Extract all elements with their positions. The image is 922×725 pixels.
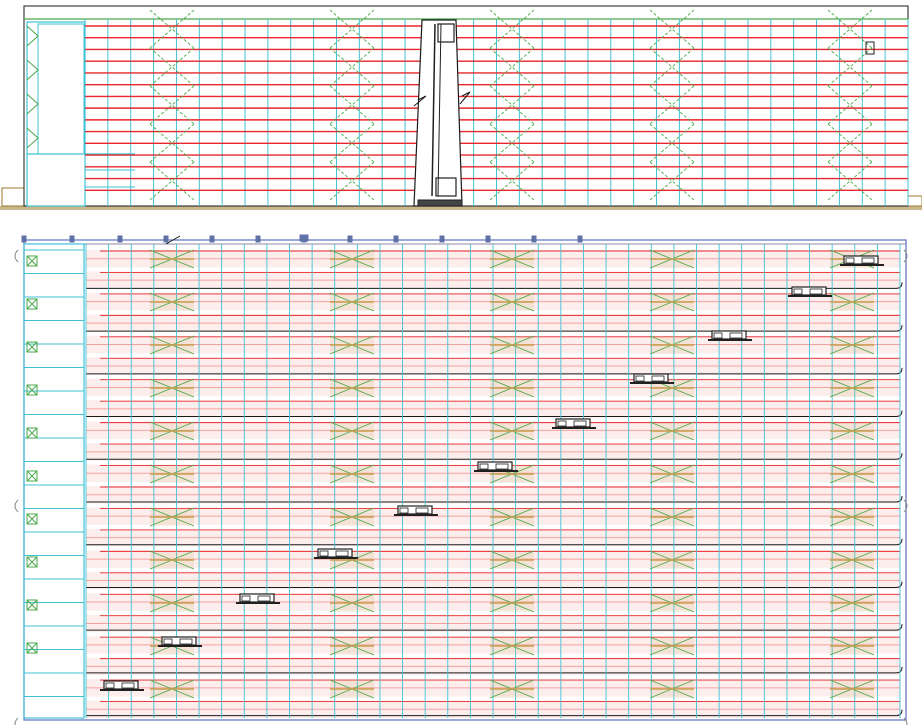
edge-mark [14, 717, 19, 725]
aisle-end [895, 325, 903, 332]
bracing-diagonal [827, 161, 873, 201]
bracing-cross-icon [26, 298, 38, 310]
bracing-cross-icon [26, 470, 38, 482]
aisle-end [895, 282, 903, 289]
column-marker-icon [577, 235, 583, 243]
column-marker-icon [163, 235, 169, 243]
stacker-crane-icon [552, 418, 596, 429]
elevation-frame [23, 5, 909, 207]
column-marker-icon [299, 234, 309, 242]
bracing-cross-icon [26, 427, 38, 439]
edge-mark [903, 249, 908, 263]
aisle-end [895, 410, 903, 418]
crane-carriage [437, 23, 455, 43]
bracing-diagonal [149, 47, 195, 87]
stacker-crane-icon [708, 330, 752, 341]
crane-rail [437, 23, 442, 197]
bracing-cross-icon [26, 384, 38, 396]
bracing-diagonal [827, 85, 873, 125]
bracing-cross-icon [26, 642, 38, 654]
column-marker-icon [209, 235, 215, 243]
edge-mark [14, 499, 19, 513]
stacker-crane-icon [100, 680, 144, 691]
bracing-diagonal [827, 161, 873, 201]
aisle-end [895, 538, 903, 546]
bracing-cross-icon [26, 341, 38, 353]
edge-mark [903, 717, 908, 725]
column-marker-icon [865, 41, 875, 55]
bracing-cross-icon [26, 642, 38, 654]
ground-line [0, 206, 922, 210]
column-marker-icon [21, 235, 27, 243]
aisle-end [895, 666, 903, 674]
bracing-diagonal [149, 161, 195, 201]
bracing-cross-icon [26, 556, 38, 568]
office-window [37, 23, 85, 155]
stacker-crane-icon [314, 548, 358, 559]
aisle-end [895, 709, 903, 717]
plan-view [14, 234, 908, 725]
column-marker-icon [117, 235, 123, 243]
bracing-diagonal [149, 161, 195, 201]
bracing-cross-icon [26, 513, 38, 525]
crane-rail [431, 23, 436, 197]
stacker-crane-icon [474, 461, 518, 472]
edge-mark [903, 499, 908, 513]
bracing-cross-icon [26, 255, 38, 267]
bracing-diagonal [149, 9, 195, 49]
crane-carriage [435, 177, 457, 197]
column-marker-icon [255, 235, 261, 243]
bracing-cross-icon [26, 384, 38, 396]
stacker-crane-icon [236, 593, 280, 604]
left-footing [1, 187, 25, 207]
right-footing [907, 195, 922, 207]
elevation-view [0, 5, 922, 210]
column-marker-icon [393, 235, 399, 243]
bracing-diagonal [827, 47, 873, 87]
column-marker-icon [439, 235, 445, 243]
crane-base [417, 199, 463, 207]
aisle-end [895, 581, 903, 588]
aisle-end [895, 367, 903, 375]
column-marker-icon [485, 235, 491, 243]
bracing-cross-icon [26, 513, 38, 525]
bracing-diagonal [149, 47, 195, 87]
bracing-cross-icon [26, 341, 38, 353]
bracing-diagonal [827, 9, 873, 49]
stacker-crane-icon [630, 373, 674, 384]
edge-mark [14, 249, 19, 263]
bracing-cross-icon [26, 298, 38, 310]
bracing-cross-icon [26, 470, 38, 482]
stacker-crane-icon [158, 636, 202, 647]
stacker-crane-icon [788, 286, 832, 297]
column-marker-icon [531, 235, 537, 243]
aisle-end [895, 624, 903, 631]
bracing-diagonal [827, 47, 873, 87]
bracing-diagonal [149, 85, 195, 125]
bracing-diagonal [149, 85, 195, 125]
stacker-crane-icon [840, 255, 884, 266]
bracing-cross-icon [26, 427, 38, 439]
stacker-crane-icon [394, 505, 438, 516]
bracing-diagonal [827, 9, 873, 49]
bracing-cross-icon [26, 556, 38, 568]
column-marker-icon [69, 235, 75, 243]
break-mark [413, 95, 427, 107]
break-mark [459, 91, 471, 105]
column-marker-icon [347, 235, 353, 243]
bracing-cross-icon [26, 599, 38, 611]
bracing-cross-icon [26, 599, 38, 611]
north-arrow [165, 235, 181, 245]
aisle-end [895, 453, 903, 460]
office-strip [23, 243, 85, 719]
bracing-cross-icon [26, 255, 38, 267]
office-bracing [26, 25, 39, 149]
aisle-end [895, 495, 903, 503]
bracing-diagonal [827, 85, 873, 125]
bracing-diagonal [149, 9, 195, 49]
